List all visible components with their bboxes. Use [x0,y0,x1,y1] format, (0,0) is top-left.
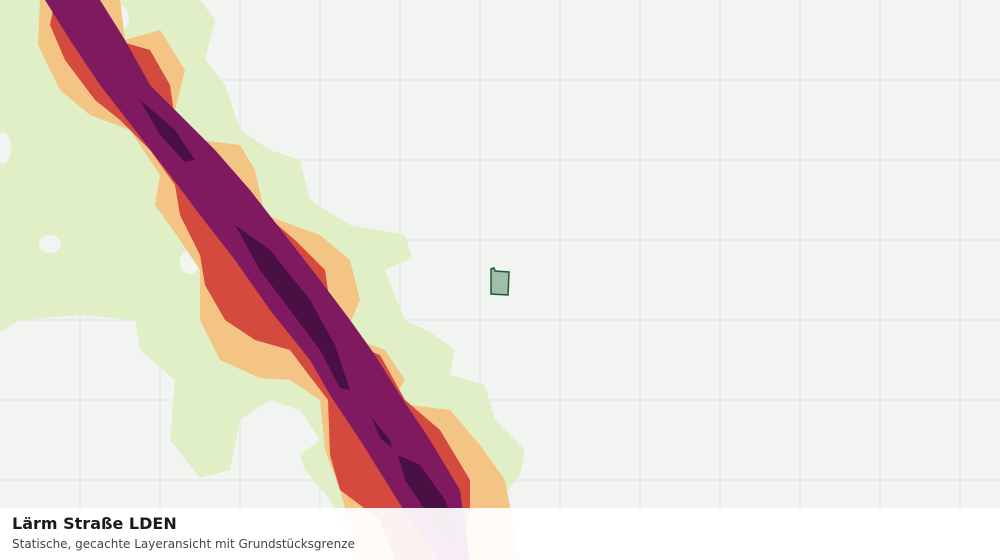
noise-zone-extreme [140,100,460,540]
layer-title: Lärm Straße LDEN [12,514,177,533]
layer-subtitle: Statische, gecachte Layeransicht mit Gru… [12,537,355,551]
parcel-boundary [490,267,510,296]
noise-zone-very-high [45,0,470,560]
gap [0,132,11,164]
gap [39,235,61,253]
caption-panel: Lärm Straße LDEN Statische, gecachte Lay… [0,508,1000,560]
